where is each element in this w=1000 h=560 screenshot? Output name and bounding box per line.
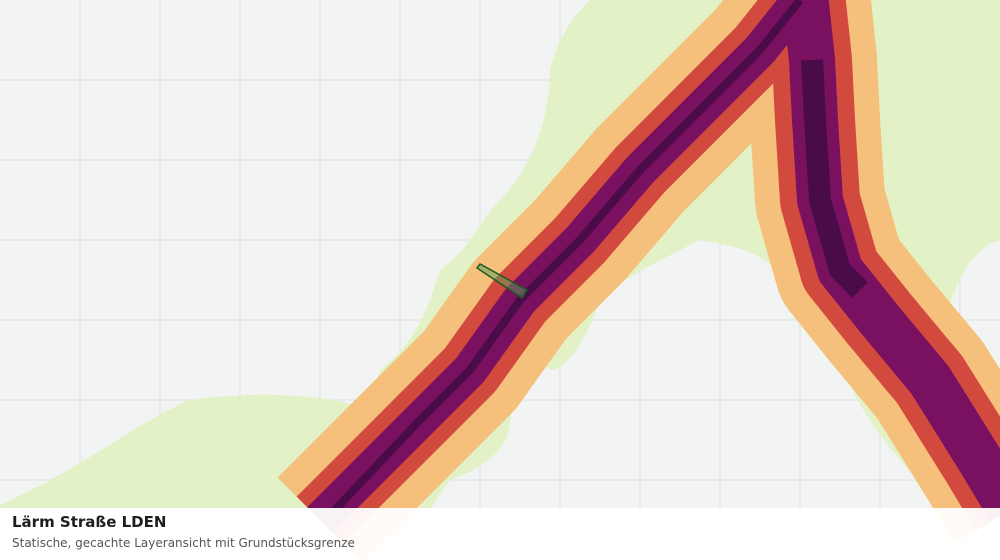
noise-bands <box>277 0 1000 560</box>
info-panel: Lärm Straße LDEN Statische, gecachte Lay… <box>0 508 1000 560</box>
panel-title: Lärm Straße LDEN <box>12 513 167 531</box>
panel-subtitle: Statische, gecachte Layeransicht mit Gru… <box>12 536 355 550</box>
parcel-boundary[interactable] <box>475 263 529 300</box>
